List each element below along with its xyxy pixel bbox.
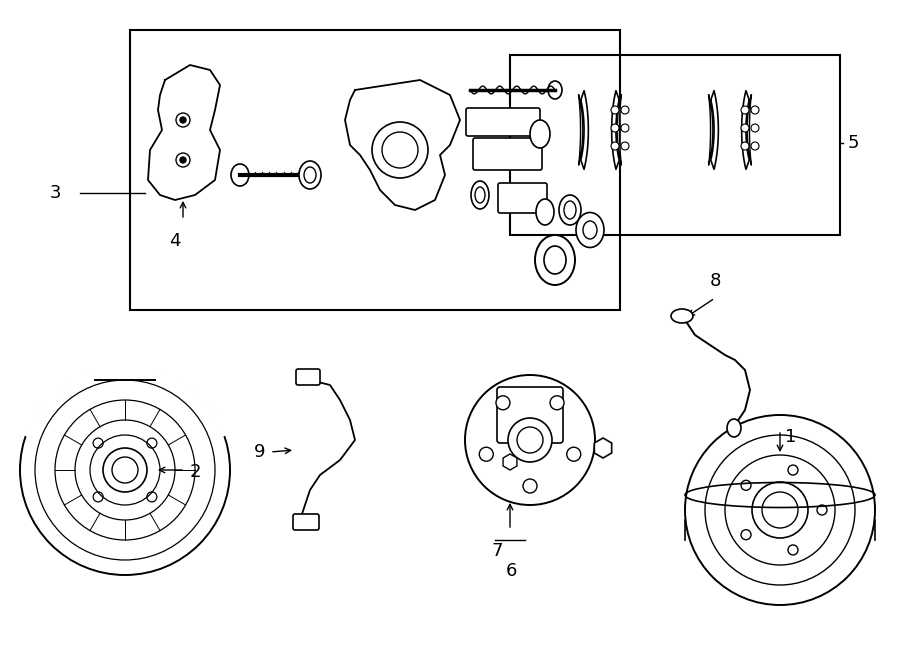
Circle shape (523, 479, 537, 493)
Ellipse shape (544, 246, 566, 274)
Ellipse shape (671, 309, 693, 323)
Text: 8: 8 (709, 272, 721, 290)
Circle shape (382, 132, 418, 168)
Ellipse shape (564, 201, 576, 219)
Text: 5: 5 (848, 134, 860, 152)
Text: 3: 3 (50, 184, 61, 202)
Ellipse shape (535, 235, 575, 285)
Circle shape (751, 142, 759, 150)
Circle shape (621, 142, 629, 150)
Polygon shape (148, 65, 220, 200)
Circle shape (567, 447, 580, 461)
Text: 7: 7 (491, 542, 503, 560)
Circle shape (611, 142, 619, 150)
Text: 4: 4 (169, 232, 181, 250)
Text: 6: 6 (505, 562, 517, 580)
Circle shape (180, 117, 186, 123)
Ellipse shape (530, 120, 550, 148)
Polygon shape (579, 95, 583, 165)
FancyBboxPatch shape (497, 387, 563, 443)
Bar (130, 30, 620, 310)
Circle shape (751, 124, 759, 132)
Text: 1: 1 (785, 428, 796, 446)
Ellipse shape (304, 167, 316, 183)
Circle shape (621, 124, 629, 132)
FancyBboxPatch shape (296, 369, 320, 385)
Circle shape (550, 396, 564, 410)
Circle shape (480, 447, 493, 461)
Circle shape (508, 418, 552, 462)
Circle shape (176, 153, 190, 167)
Circle shape (741, 124, 749, 132)
Ellipse shape (583, 221, 597, 239)
Circle shape (176, 113, 190, 127)
Polygon shape (612, 91, 619, 169)
Polygon shape (580, 91, 589, 169)
Polygon shape (711, 91, 718, 169)
Polygon shape (708, 95, 713, 165)
Ellipse shape (299, 161, 321, 189)
Circle shape (372, 122, 428, 178)
Text: 9: 9 (254, 443, 265, 461)
Ellipse shape (471, 181, 489, 209)
Circle shape (517, 427, 543, 453)
Polygon shape (345, 80, 460, 210)
FancyBboxPatch shape (473, 138, 542, 170)
Circle shape (496, 396, 510, 410)
Circle shape (180, 157, 186, 163)
Ellipse shape (576, 212, 604, 247)
FancyBboxPatch shape (293, 514, 319, 530)
Ellipse shape (559, 195, 581, 225)
Ellipse shape (727, 419, 741, 437)
Polygon shape (742, 91, 749, 169)
Ellipse shape (475, 187, 485, 203)
Circle shape (611, 124, 619, 132)
Text: 2: 2 (190, 463, 202, 481)
Circle shape (621, 106, 629, 114)
Ellipse shape (536, 199, 554, 225)
Polygon shape (617, 95, 621, 165)
FancyBboxPatch shape (466, 108, 540, 136)
Polygon shape (747, 95, 752, 165)
Circle shape (741, 142, 749, 150)
Bar (510, 55, 840, 235)
Circle shape (465, 375, 595, 505)
Circle shape (611, 106, 619, 114)
Circle shape (751, 106, 759, 114)
FancyBboxPatch shape (498, 183, 547, 213)
Circle shape (741, 106, 749, 114)
